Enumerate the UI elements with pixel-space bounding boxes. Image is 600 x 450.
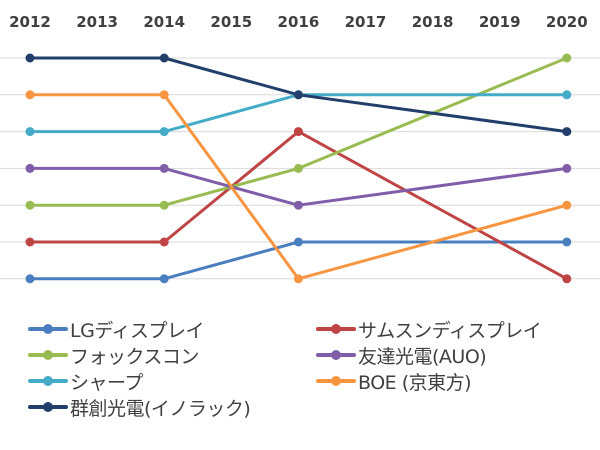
x-tick-label-2020: 2020 bbox=[546, 13, 588, 31]
data-point-auo-2012[interactable] bbox=[25, 163, 35, 173]
series-line-lg-display bbox=[30, 240, 567, 281]
legend-swatch-icon bbox=[28, 368, 68, 394]
series-line-sharp bbox=[30, 93, 567, 134]
data-point-innolux-2012[interactable] bbox=[25, 53, 35, 63]
legend-label: BOE (京東方) bbox=[358, 371, 472, 394]
series-line-boe bbox=[30, 93, 568, 281]
data-point-foxconn-2016[interactable] bbox=[293, 163, 303, 173]
data-point-boe-2012[interactable] bbox=[25, 90, 35, 100]
legend-item-foxconn[interactable]: フォックスコン bbox=[28, 342, 199, 368]
data-point-sharp-2014[interactable] bbox=[159, 127, 169, 137]
data-point-boe-2020[interactable] bbox=[562, 200, 572, 210]
legend-item-auo[interactable]: 友達光電(AUO) bbox=[316, 342, 487, 368]
data-point-auo-2020[interactable] bbox=[562, 163, 572, 173]
legend-swatch-icon bbox=[28, 342, 68, 368]
data-point-samsung-display-2016[interactable] bbox=[293, 127, 303, 137]
x-tick-label-2015: 2015 bbox=[210, 13, 252, 31]
x-tick-label-2012: 2012 bbox=[9, 13, 51, 31]
bump-chart: 2012 2013 2014 2015 2016 2017 2018 2019 2020 bbox=[0, 13, 600, 284]
legend-item-samsung-display[interactable]: サムスンディスプレイ bbox=[316, 316, 542, 342]
legend-label: 友達光電(AUO) bbox=[358, 345, 487, 368]
x-tick-label-2017: 2017 bbox=[345, 13, 387, 31]
data-point-auo-2016[interactable] bbox=[293, 200, 303, 210]
data-point-innolux-2020[interactable] bbox=[562, 127, 572, 137]
x-tick-label-2013: 2013 bbox=[76, 13, 118, 31]
series-line-auo bbox=[30, 166, 568, 207]
legend-label: 群創光電(イノラック) bbox=[70, 397, 251, 420]
legend-swatch-icon bbox=[316, 368, 356, 394]
data-point-foxconn-2020[interactable] bbox=[562, 53, 572, 63]
legend-item-innolux[interactable]: 群創光電(イノラック) bbox=[28, 394, 251, 420]
data-point-lg-display-2016[interactable] bbox=[293, 237, 303, 247]
data-point-foxconn-2012[interactable] bbox=[25, 200, 35, 210]
x-axis-labels: 2012 2013 2014 2015 2016 2017 2018 2019 2020 bbox=[9, 13, 588, 31]
data-point-boe-2016[interactable] bbox=[293, 274, 303, 284]
data-point-samsung-display-2014[interactable] bbox=[159, 237, 169, 247]
legend-swatch-icon bbox=[316, 316, 356, 342]
x-tick-label-2014: 2014 bbox=[143, 13, 185, 31]
data-point-boe-2014[interactable] bbox=[159, 90, 169, 100]
series-lines bbox=[30, 56, 568, 281]
x-tick-label-2016: 2016 bbox=[278, 13, 320, 31]
legend-swatch-icon bbox=[28, 394, 68, 420]
legend-label: フォックスコン bbox=[70, 345, 199, 368]
data-point-lg-display-2020[interactable] bbox=[562, 237, 572, 247]
legend-label: LGディスプレイ bbox=[70, 319, 204, 342]
data-point-lg-display-2014[interactable] bbox=[159, 274, 169, 284]
series-points bbox=[25, 53, 572, 284]
data-point-innolux-2014[interactable] bbox=[159, 53, 169, 63]
data-point-samsung-display-2012[interactable] bbox=[25, 237, 35, 247]
data-point-sharp-2020[interactable] bbox=[562, 90, 572, 100]
legend-swatch-icon bbox=[28, 316, 68, 342]
x-tick-label-2019: 2019 bbox=[479, 13, 521, 31]
legend-item-lg-display[interactable]: LGディスプレイ bbox=[28, 316, 204, 342]
series-line-innolux bbox=[30, 56, 568, 134]
data-point-lg-display-2012[interactable] bbox=[25, 274, 35, 284]
x-tick-label-2018: 2018 bbox=[412, 13, 454, 31]
legend-swatch-icon bbox=[316, 342, 356, 368]
legend-label: シャープ bbox=[70, 371, 143, 394]
legend-item-boe[interactable]: BOE (京東方) bbox=[316, 368, 472, 394]
data-point-auo-2014[interactable] bbox=[159, 163, 169, 173]
legend-item-sharp[interactable]: シャープ bbox=[28, 368, 143, 394]
data-point-samsung-display-2020[interactable] bbox=[562, 274, 572, 284]
data-point-foxconn-2014[interactable] bbox=[159, 200, 169, 210]
data-point-innolux-2016[interactable] bbox=[293, 90, 303, 100]
data-point-sharp-2012[interactable] bbox=[25, 127, 35, 137]
legend-label: サムスンディスプレイ bbox=[358, 319, 542, 342]
